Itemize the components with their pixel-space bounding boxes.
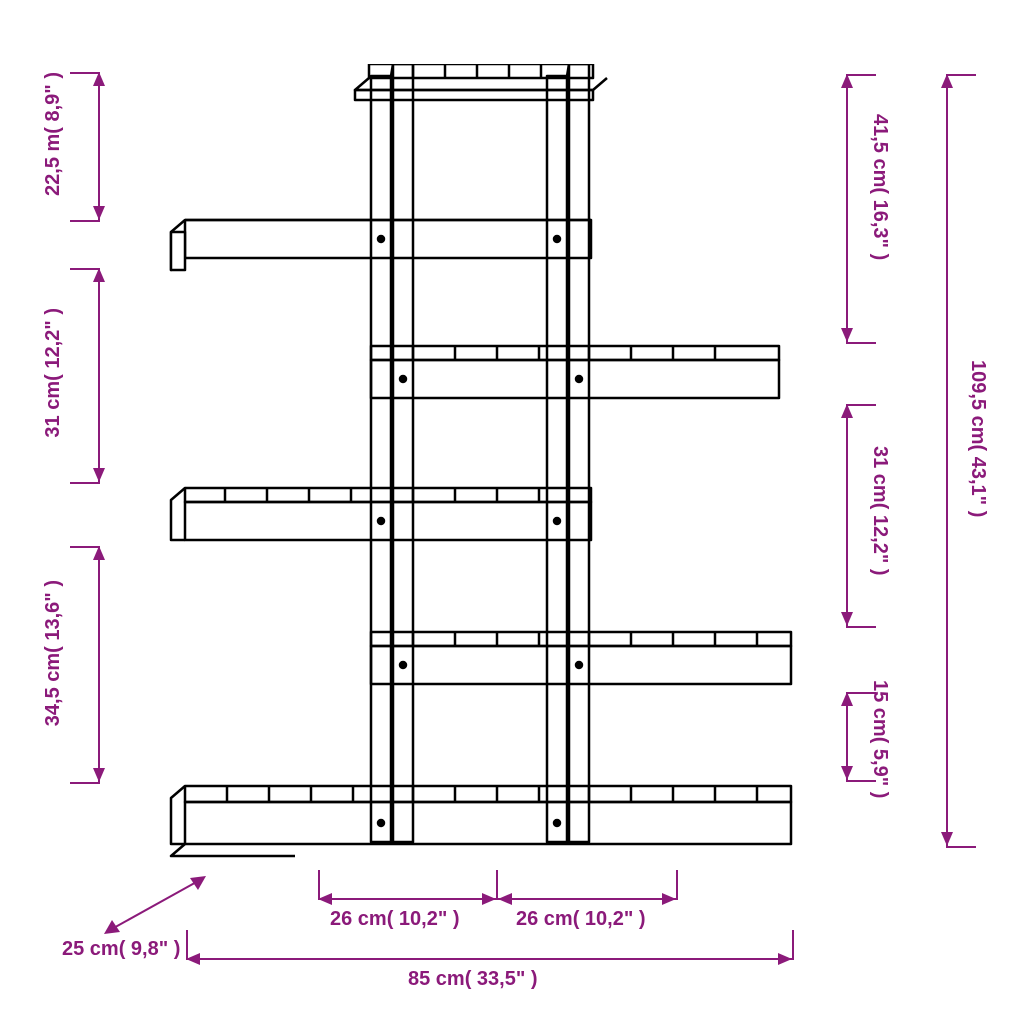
dim-right-top-arrow-up	[841, 74, 853, 88]
posts	[371, 64, 589, 842]
dim-seg-left-arrow-l	[318, 893, 332, 905]
dim-depth-line	[100, 870, 220, 940]
shelf-bottom	[171, 786, 791, 856]
dim-seg-right-arrow-r	[662, 893, 676, 905]
dim-left-bot-label: 34,5 cm( 13,6" )	[42, 580, 65, 726]
dim-left-bot-cap2	[70, 782, 100, 784]
product-drawing	[155, 64, 795, 864]
dim-left-top-arrow-up	[93, 72, 105, 86]
dim-depth-label: 25 cm( 9,8" )	[62, 938, 180, 961]
dim-right-overall-label: 109,5 cm( 43,1" )	[966, 360, 989, 517]
dim-width-arrow-r	[778, 953, 792, 965]
dim-seg-left-arrow-r	[482, 893, 496, 905]
dim-width-cap2	[792, 930, 794, 960]
dim-right-overall-arrow-down	[941, 832, 953, 846]
dim-left-bot-line	[98, 546, 100, 782]
dim-right-top-line	[846, 74, 848, 342]
dim-width-arrow-l	[186, 953, 200, 965]
dim-left-mid-cap2	[70, 482, 100, 484]
dim-left-bot-arrow-down	[93, 768, 105, 782]
dim-seg-right-label: 26 cm( 10,2" )	[516, 908, 646, 931]
dim-right-bot-label: 15 cm( 5,9" )	[868, 680, 891, 798]
dim-right-bot-arrow-down	[841, 766, 853, 780]
dim-right-mid-label: 31 cm( 12,2" )	[868, 446, 891, 576]
dim-width-label: 85 cm( 33,5" )	[408, 968, 538, 991]
dim-seg-right-cap2	[676, 870, 678, 900]
dim-seg-right-line	[498, 898, 676, 900]
dim-width-line	[186, 958, 792, 960]
shelf-2	[171, 220, 591, 270]
dim-left-bot-arrow-up	[93, 546, 105, 560]
dim-left-mid-label: 31 cm( 12,2" )	[42, 308, 65, 438]
dim-left-mid-arrow-down	[93, 468, 105, 482]
dim-left-top-cap2	[70, 220, 100, 222]
dim-right-top-cap2	[846, 342, 876, 344]
shelf-3	[371, 346, 779, 398]
dim-left-top-arrow-down	[93, 206, 105, 220]
dim-seg-left-line	[318, 898, 496, 900]
shelf-4	[171, 488, 591, 540]
dim-right-mid-line	[846, 404, 848, 626]
dim-right-top-arrow-down	[841, 328, 853, 342]
dim-right-mid-arrow-up	[841, 404, 853, 418]
dim-left-mid-arrow-up	[93, 268, 105, 282]
dim-right-top-label: 41,5 cm( 16,3" )	[868, 114, 891, 260]
dim-right-overall-cap2	[946, 846, 976, 848]
shelf-5	[371, 632, 791, 684]
dim-seg-right-arrow-l	[498, 893, 512, 905]
dim-left-top-label: 22,5 m( 8,9" )	[42, 72, 65, 196]
dim-seg-left-label: 26 cm( 10,2" )	[330, 908, 460, 931]
dim-right-overall-line	[946, 74, 948, 846]
dim-left-top-line	[98, 72, 100, 220]
dim-left-mid-line	[98, 268, 100, 482]
dim-right-bot-arrow-up	[841, 692, 853, 706]
dim-right-mid-arrow-down	[841, 612, 853, 626]
dim-right-overall-arrow-up	[941, 74, 953, 88]
dim-right-mid-cap2	[846, 626, 876, 628]
